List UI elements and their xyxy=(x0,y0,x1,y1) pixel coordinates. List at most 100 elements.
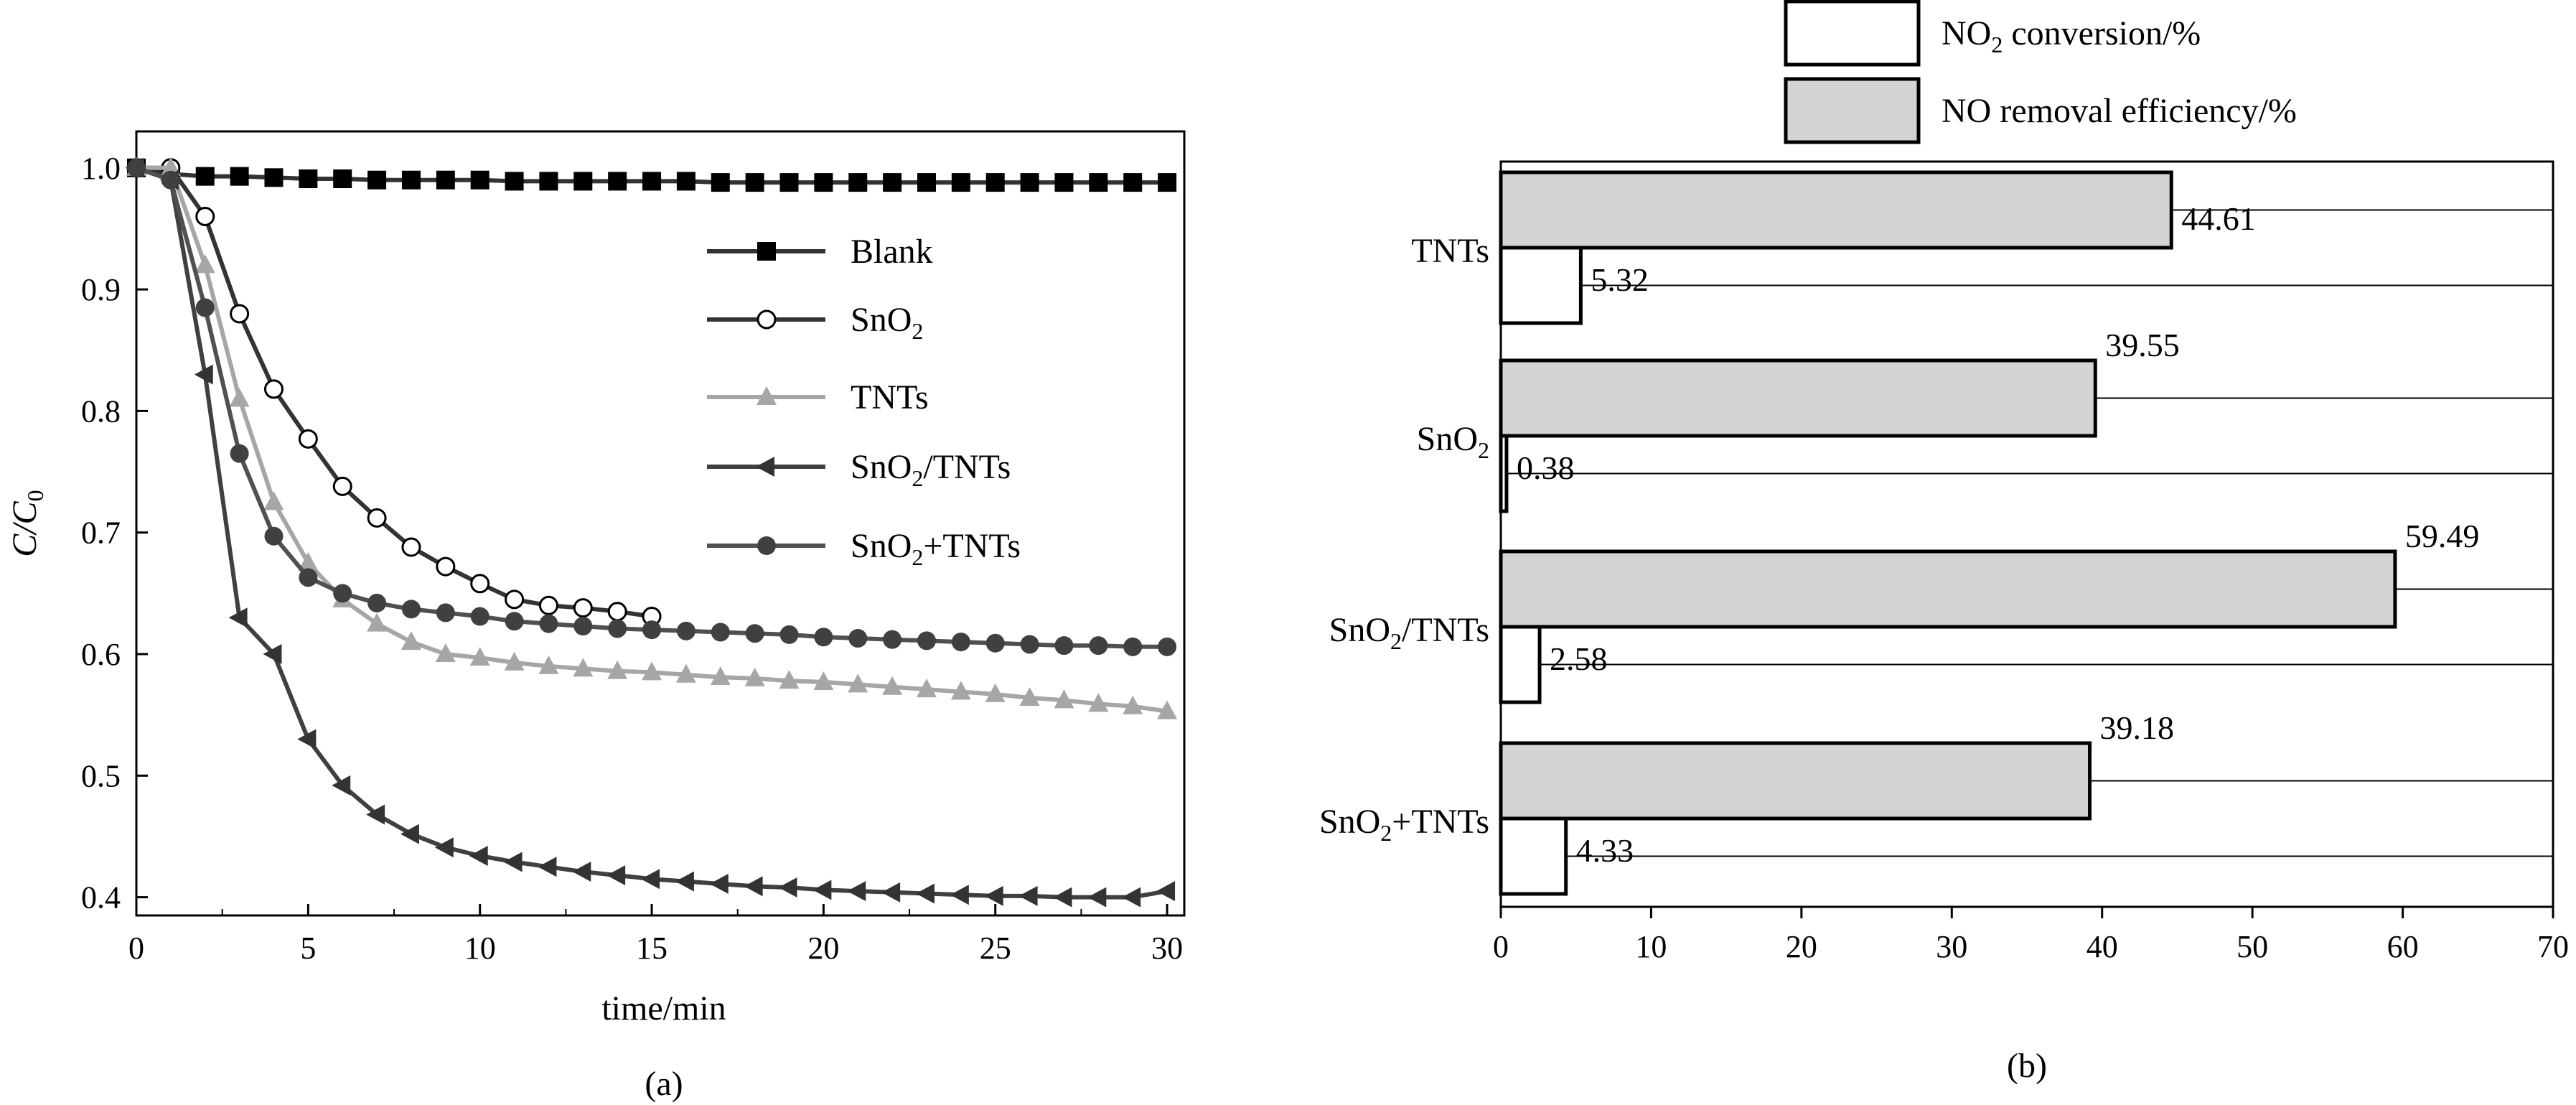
data-point xyxy=(505,612,524,631)
data-point xyxy=(228,607,248,628)
legend-marker xyxy=(757,386,777,405)
x-tick-label: 70 xyxy=(2537,929,2569,964)
data-point xyxy=(1123,695,1143,714)
data-point xyxy=(608,619,627,638)
category-label-rest: /TNTs xyxy=(1402,611,1489,649)
data-point xyxy=(505,172,524,191)
data-point xyxy=(883,173,902,192)
data-point xyxy=(538,595,558,615)
data-point xyxy=(711,173,730,192)
data-point xyxy=(195,167,215,186)
data-point xyxy=(915,883,935,904)
data-point xyxy=(470,170,490,190)
data-point xyxy=(1020,173,1039,192)
legend-entry: SnO2/TNTs xyxy=(707,448,1011,491)
y-tick-label: 1.0 xyxy=(81,151,121,186)
legend-swatch xyxy=(1784,0,1921,67)
category-label-main: SnO xyxy=(1329,611,1390,649)
legend-entry: NO removal efficiency/% xyxy=(1784,77,2297,144)
category-label: SnO2/TNTs xyxy=(1329,611,1489,654)
data-point xyxy=(1089,173,1108,192)
data-point xyxy=(436,556,456,577)
category-label-subscript: 2 xyxy=(1478,437,1489,463)
category-label-subscript: 2 xyxy=(1390,628,1402,654)
data-point xyxy=(883,630,902,649)
data-point xyxy=(607,660,628,679)
data-point xyxy=(642,661,662,681)
data-point xyxy=(1054,689,1074,709)
data-point xyxy=(573,172,593,191)
category-label-subscript: 2 xyxy=(1380,820,1392,846)
data-point xyxy=(230,167,249,186)
data-point xyxy=(1053,887,1072,908)
data-point xyxy=(194,364,213,385)
panel-a-line-chart: 0 5 10 15 20 25 300.40.50.60.70.80.91.0 BlankS… xyxy=(6,130,1186,1103)
category-group: 59.49 2.58 SnO2/TNTs xyxy=(1329,518,2553,704)
x-tick-label: 0 xyxy=(128,931,144,966)
panel-b-bar-chart: NO2 conversion/%NO removal efficiency/% … xyxy=(1319,0,2569,1085)
data-point xyxy=(505,589,525,610)
data-point xyxy=(573,658,594,677)
y-tick-label: 0.8 xyxy=(81,393,121,429)
series-tnts xyxy=(126,157,1178,719)
data-point xyxy=(641,869,660,890)
data-point xyxy=(779,625,799,644)
data-point xyxy=(367,508,387,528)
panel-a-y-axis-label: C/C0 xyxy=(6,490,48,556)
x-tick-label: 0 xyxy=(1493,929,1509,964)
legend-entry: Blank xyxy=(707,233,933,271)
data-point xyxy=(985,633,1005,653)
legend-marker xyxy=(757,536,776,555)
data-point xyxy=(1087,887,1107,908)
data-point xyxy=(745,624,764,643)
category-label-rest: +TNTs xyxy=(1392,803,1489,841)
data-point xyxy=(400,824,419,844)
data-point xyxy=(916,679,937,698)
data-point xyxy=(333,584,352,603)
bar-value-label: 4.33 xyxy=(1576,832,1634,869)
data-point xyxy=(1054,636,1074,656)
x-tick-label: 20 xyxy=(807,931,839,966)
legend-label-rest: conversion/% xyxy=(2003,14,2201,52)
data-point xyxy=(1020,635,1039,654)
data-point xyxy=(1158,637,1177,656)
legend-marker xyxy=(757,242,776,261)
panel-b-caption: (b) xyxy=(2007,1047,2047,1085)
data-point xyxy=(264,526,284,546)
data-point xyxy=(848,628,868,648)
data-point xyxy=(539,614,558,633)
data-point xyxy=(573,617,593,636)
data-point xyxy=(332,775,351,796)
category-label-main: SnO xyxy=(1319,803,1380,841)
data-point xyxy=(779,173,799,192)
data-point xyxy=(470,607,490,626)
data-point xyxy=(195,298,215,317)
data-point xyxy=(539,172,558,191)
data-point xyxy=(1122,887,1141,908)
data-point xyxy=(950,681,971,700)
data-point xyxy=(985,683,1006,702)
bar xyxy=(1499,170,2173,250)
data-point xyxy=(401,537,421,557)
data-point xyxy=(195,254,215,274)
x-tick-label: 50 xyxy=(2237,929,2268,964)
bar xyxy=(1499,625,1542,704)
legend-label-subscript: 2 xyxy=(1991,32,2003,57)
data-point xyxy=(1123,173,1143,192)
data-point xyxy=(572,862,591,882)
legend-label-subscript: 2 xyxy=(912,544,923,570)
data-point xyxy=(367,612,388,632)
category-label-main: SnO xyxy=(1417,420,1478,458)
data-point xyxy=(744,876,763,897)
x-tick-label: 15 xyxy=(636,931,668,966)
data-point xyxy=(367,593,387,612)
legend-label-rest: +TNTs xyxy=(923,527,1021,565)
legend-label: SnO2+TNTs xyxy=(851,527,1021,570)
legend-label-main: SnO xyxy=(851,448,912,486)
series-blank xyxy=(127,158,1177,192)
legend-label-main: NO removal efficiency/% xyxy=(1942,92,2297,130)
data-point xyxy=(1123,637,1143,656)
bar-value-label: 39.18 xyxy=(2100,709,2175,746)
data-point xyxy=(401,170,421,190)
